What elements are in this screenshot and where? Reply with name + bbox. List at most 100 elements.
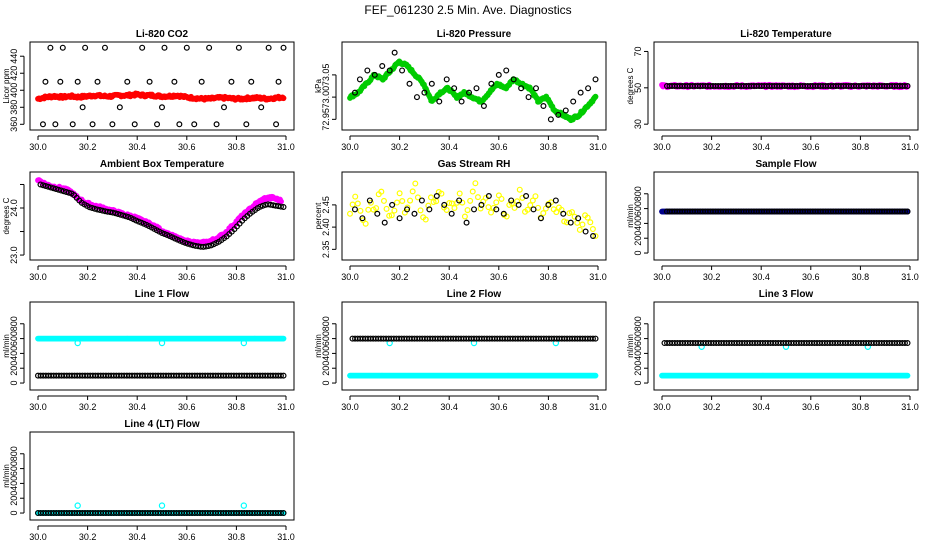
data-point xyxy=(396,190,403,197)
data-point xyxy=(529,197,536,204)
x-tick-label: 30.4 xyxy=(128,532,146,540)
data-point xyxy=(427,194,434,201)
data-point xyxy=(139,44,146,51)
data-point xyxy=(388,212,395,219)
data-point xyxy=(488,209,495,216)
y-tick-label: 400 xyxy=(633,216,643,231)
data-point xyxy=(351,89,358,96)
panel-title: Sample Flow xyxy=(755,159,816,170)
data-point xyxy=(443,76,450,83)
data-point xyxy=(63,188,70,195)
x-tick-label: 30.0 xyxy=(29,402,47,412)
data-point xyxy=(55,186,62,193)
data-point xyxy=(430,199,437,206)
data-point xyxy=(901,208,908,215)
data-point xyxy=(590,233,597,240)
data-series xyxy=(349,335,599,342)
data-point xyxy=(47,184,54,191)
y-tick-label: 200 xyxy=(9,491,19,506)
data-series xyxy=(351,49,599,123)
data-point xyxy=(451,85,458,92)
data-point xyxy=(379,62,386,69)
data-point xyxy=(365,206,372,213)
x-tick-label: 31.0 xyxy=(277,532,295,540)
data-point xyxy=(527,202,534,209)
data-point xyxy=(901,82,908,89)
panel-grid: Li-820 CO2 Licor ppm 30.0 30.2 30.4 30.6 30.8 3… xyxy=(2,29,919,540)
panel-title: Li-820 Pressure xyxy=(437,29,512,40)
x-tick-label: 30.6 xyxy=(802,142,820,152)
data-point xyxy=(901,340,908,347)
y-tick-label: 23.0 xyxy=(9,246,19,264)
data-point xyxy=(412,180,419,187)
x-tick-label: 30.8 xyxy=(540,142,558,152)
data-point xyxy=(378,188,385,195)
data-point xyxy=(587,219,594,226)
plot-frame xyxy=(341,171,607,261)
data-point xyxy=(458,98,465,105)
data-point xyxy=(575,215,582,222)
x-tick-label: 30.8 xyxy=(228,402,246,412)
data-point xyxy=(579,221,586,228)
data-point xyxy=(65,189,72,196)
data-point xyxy=(570,98,577,105)
x-tick-label: 30.6 xyxy=(802,402,820,412)
plot-frame xyxy=(653,301,919,391)
data-series xyxy=(351,193,597,240)
x-tick-label: 30.2 xyxy=(79,532,97,540)
figure-title: FEF_061230 2.5 Min. Ave. Diagnostics xyxy=(364,3,571,17)
data-point xyxy=(443,206,450,213)
data-point xyxy=(374,210,381,217)
data-point xyxy=(40,182,47,189)
data-series xyxy=(661,340,911,347)
data-point xyxy=(511,204,518,211)
data-point xyxy=(206,44,213,51)
x-tick-label: 30.2 xyxy=(79,272,97,282)
plot-frame xyxy=(29,41,295,131)
outlier-point xyxy=(158,339,166,347)
y-tick-label: 400 xyxy=(321,346,331,361)
data-point xyxy=(569,209,576,216)
x-tick-label: 30.4 xyxy=(128,142,146,152)
data-point xyxy=(50,185,57,192)
data-point xyxy=(904,340,911,347)
data-point xyxy=(516,186,523,193)
y-tick-label: 800 xyxy=(9,446,19,461)
y-tick-label: 73.05 xyxy=(321,64,331,87)
x-tick-label: 30.6 xyxy=(178,402,196,412)
y-axis-label: Licor ppm xyxy=(2,68,11,103)
data-point xyxy=(485,204,492,211)
data-point xyxy=(523,193,530,200)
x-tick-label: 30.8 xyxy=(228,532,246,540)
x-tick-label: 30.4 xyxy=(752,142,770,152)
data-point xyxy=(45,183,52,190)
data-point xyxy=(94,206,101,213)
data-point xyxy=(448,210,455,217)
x-tick-label: 30.0 xyxy=(29,532,47,540)
y-axis-label: ml/min xyxy=(626,204,635,228)
x-tick-label: 30.4 xyxy=(440,402,458,412)
data-point xyxy=(425,202,432,209)
data-point xyxy=(480,102,487,109)
x-tick-label: 30.8 xyxy=(228,142,246,152)
chart-panel-sampleflow: Sample Flow ml/min 30.0 30.2 30.4 30.6 30.8 31.… xyxy=(626,159,919,282)
x-tick-label: 30.0 xyxy=(653,142,671,152)
data-point xyxy=(466,89,473,96)
y-tick-label: 0 xyxy=(321,381,331,386)
x-tick-label: 30.8 xyxy=(852,402,870,412)
data-point xyxy=(592,335,599,342)
data-point xyxy=(366,197,373,204)
data-point xyxy=(493,206,500,213)
y-tick-label: 800 xyxy=(633,316,643,331)
data-point xyxy=(508,197,515,204)
data-point xyxy=(904,372,911,379)
data-point xyxy=(503,67,510,74)
y-tick-label: 0 xyxy=(633,251,643,256)
x-tick-label: 30.8 xyxy=(852,272,870,282)
y-tick-label: 800 xyxy=(321,316,331,331)
data-point xyxy=(406,80,413,87)
data-point xyxy=(131,121,138,128)
data-point xyxy=(57,78,64,85)
y-tick-label: 400 xyxy=(9,346,19,361)
x-tick-label: 30.6 xyxy=(490,402,508,412)
